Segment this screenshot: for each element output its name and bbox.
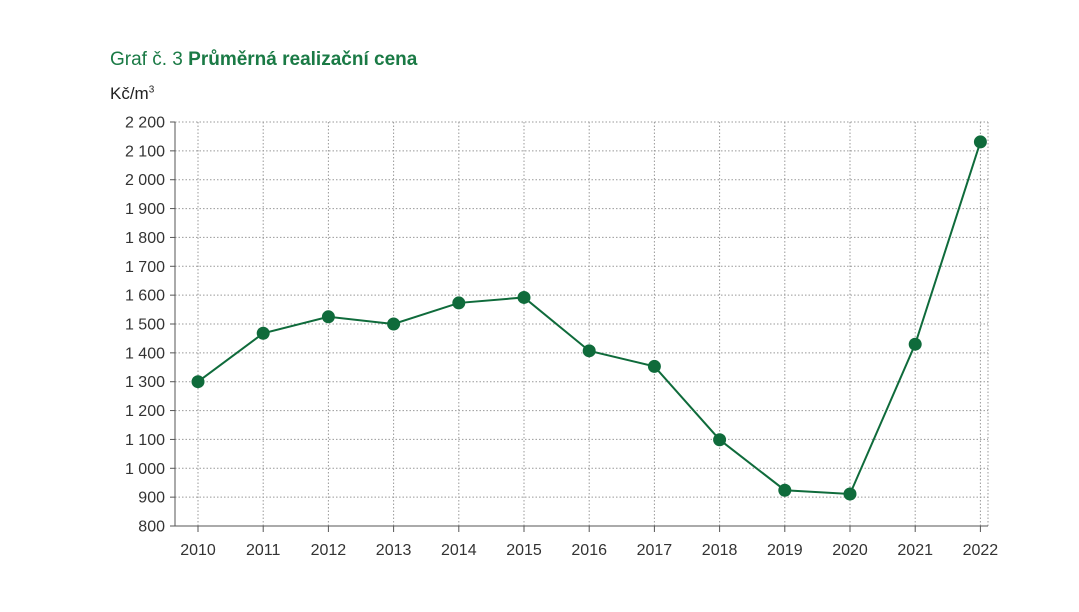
chart-title-main: Průměrná realizační cena <box>188 49 418 70</box>
y-tick-label: 1 500 <box>125 317 165 334</box>
data-point <box>973 135 987 149</box>
x-tick-labels: 2010 2011 2012 2013 2014 2015 2016 2017 2018 2019… <box>180 542 998 559</box>
data-point <box>256 326 270 340</box>
x-tick-label: 2010 <box>180 542 216 559</box>
y-tick-label: 1 600 <box>125 288 165 305</box>
axes <box>170 121 988 532</box>
data-point <box>582 344 596 358</box>
x-tick-label: 2014 <box>441 542 477 559</box>
y-tick-label: 900 <box>138 490 165 507</box>
y-tick-label: 1 100 <box>125 432 165 449</box>
data-point <box>321 310 335 324</box>
y-tick-label: 2 100 <box>125 143 165 160</box>
y-tick-label: 1 400 <box>125 345 165 362</box>
grid <box>175 121 989 526</box>
y-tick-label: 1 300 <box>125 374 165 391</box>
x-tick-label: 2020 <box>832 542 868 559</box>
data-point <box>778 483 792 497</box>
chart-title: Graf č. 3 Průměrná realizační cena <box>110 49 417 71</box>
y-tick-label: 1 900 <box>125 201 165 218</box>
y-tick-labels: 800 900 1 000 1 100 1 200 1 300 1 400 1 500 1 60… <box>125 115 165 536</box>
x-tick-label: 2019 <box>767 542 803 559</box>
x-tick-label: 2015 <box>506 542 542 559</box>
chart-title-prefix: Graf č. 3 <box>110 49 183 70</box>
x-tick-label: 2017 <box>637 542 673 559</box>
x-tick-label: 2022 <box>963 542 999 559</box>
unit-superscript: 3 <box>148 84 155 96</box>
y-tick-label: 2 200 <box>125 115 165 132</box>
series <box>191 135 987 501</box>
y-axis-unit-label: Kč/m3 <box>110 84 154 104</box>
data-point <box>647 359 661 373</box>
x-tick-label: 2021 <box>897 542 933 559</box>
unit-text: Kč/m <box>110 84 149 103</box>
data-point <box>908 337 922 351</box>
data-point <box>452 296 466 310</box>
data-point <box>387 317 401 331</box>
y-tick-label: 1 200 <box>125 403 165 420</box>
y-tick-label: 1 000 <box>125 461 165 478</box>
x-tick-label: 2013 <box>376 542 412 559</box>
y-tick-label: 2 000 <box>125 172 165 189</box>
y-tick-label: 1 700 <box>125 259 165 276</box>
data-point <box>191 375 205 389</box>
data-point <box>843 487 857 501</box>
x-tick-label: 2016 <box>571 542 607 559</box>
y-tick-label: 1 800 <box>125 230 165 247</box>
data-point <box>517 290 531 304</box>
x-tick-label: 2012 <box>311 542 347 559</box>
y-tick-label: 800 <box>138 519 165 536</box>
x-tick-label: 2011 <box>246 542 281 559</box>
data-point <box>713 433 727 447</box>
x-tick-label: 2018 <box>702 542 738 559</box>
